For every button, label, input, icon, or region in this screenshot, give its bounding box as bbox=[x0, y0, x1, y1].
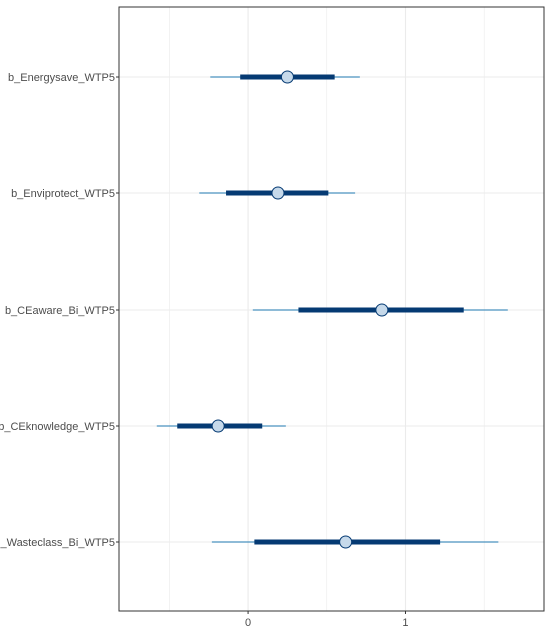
y-tick-labels: b_Energysave_WTP5 b_Enviprotect_WTP5 b_CEa… bbox=[0, 72, 119, 549]
point-estimate bbox=[339, 535, 353, 549]
point-estimate bbox=[375, 303, 389, 317]
y-tick-label: b_CEaware_Bi_WTP5 bbox=[5, 305, 115, 317]
y-tick-label: b_Enviprotect_WTP5 bbox=[11, 188, 115, 200]
point-estimate bbox=[211, 419, 225, 433]
point-estimate bbox=[271, 186, 285, 200]
y-tick-label: b_Energysave_WTP5 bbox=[8, 72, 115, 84]
marks-layer bbox=[156, 70, 508, 549]
panel-border bbox=[118, 6, 545, 612]
y-tick-label: b_Wasteclass_Bi_WTP5 bbox=[0, 537, 115, 549]
x-tick-label: 1 bbox=[402, 617, 408, 629]
y-tick-label: b_CEknowledge_WTP5 bbox=[0, 421, 115, 433]
x-tick-label: 0 bbox=[245, 617, 251, 629]
point-estimate bbox=[280, 70, 294, 84]
